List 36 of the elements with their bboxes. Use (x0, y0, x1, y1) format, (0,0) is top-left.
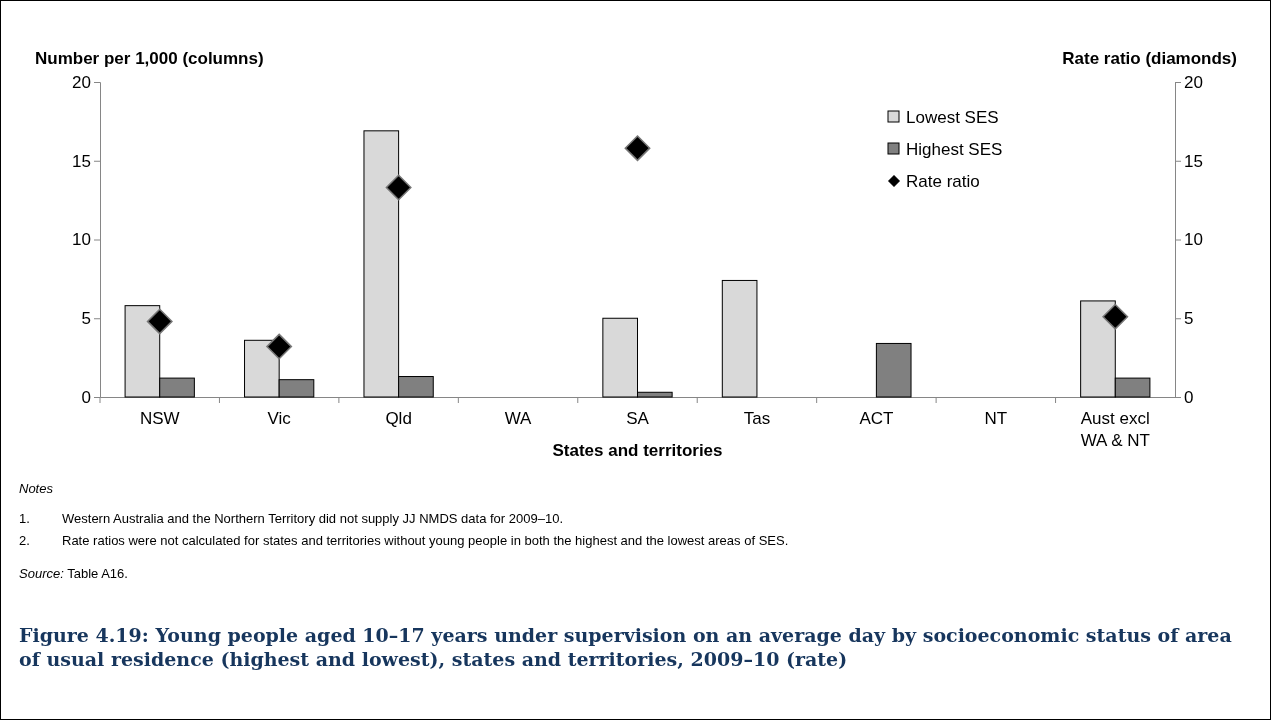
y-tick-label: 0 (81, 387, 91, 407)
x-axis-title: States and territories (552, 441, 723, 460)
y2-axis-title: Rate ratio (diamonds) (1062, 49, 1237, 68)
x-tick-label: Vic (267, 409, 292, 428)
y-tick-label: 15 (72, 151, 91, 171)
text: Notes (19, 481, 54, 496)
y-tick-label: 5 (81, 309, 91, 329)
text: 2. Rate ratios were not calculated for states and territories without young people in both the highest and the lowest areas of SES. (19, 533, 789, 548)
x-tick-label: Qld (385, 409, 412, 428)
y2-tick-label: 10 (1184, 230, 1203, 250)
text: 1. Western Australia and the Northern Territory did not supply JJ NMDS data for 2009–10. (19, 511, 564, 526)
x-tick-label: ACT (859, 409, 894, 428)
y2-tick-label: 0 (1184, 387, 1194, 407)
point (266, 333, 293, 360)
y-tick-label: 20 (72, 72, 91, 92)
legend-label: Rate ratio (906, 172, 980, 191)
bar (721, 279, 758, 398)
y2-tick-label: 20 (1184, 72, 1203, 92)
point (146, 308, 173, 335)
legend-label: Lowest SES (906, 108, 999, 127)
x-tick-label: NSW (139, 409, 180, 428)
point (624, 135, 651, 162)
x-tick-label: NT (984, 409, 1008, 428)
legend-label: Highest SES (906, 140, 1003, 159)
x-tick-label: SA (626, 409, 650, 428)
point (1102, 303, 1129, 330)
source-note: Source: Table A16. (19, 566, 128, 581)
x-tick-label: Aust excl WA & NT (1080, 409, 1150, 450)
text: Figure 4.19: Young people aged 10–17 years under supervision on an average day by socioeconomic status of area of usual residence (highest and lowest), states and territories, 2009–10 (rate) (19, 624, 1232, 670)
y-tick-label: 10 (72, 230, 91, 250)
y2-tick-label: 5 (1184, 309, 1194, 329)
x-tick-label: Tas (743, 409, 771, 428)
y-axis-title: Number per 1,000 (columns) (35, 49, 264, 68)
y2-tick-label: 15 (1184, 151, 1203, 171)
x-tick-label: WA (504, 409, 533, 428)
point (385, 174, 412, 201)
